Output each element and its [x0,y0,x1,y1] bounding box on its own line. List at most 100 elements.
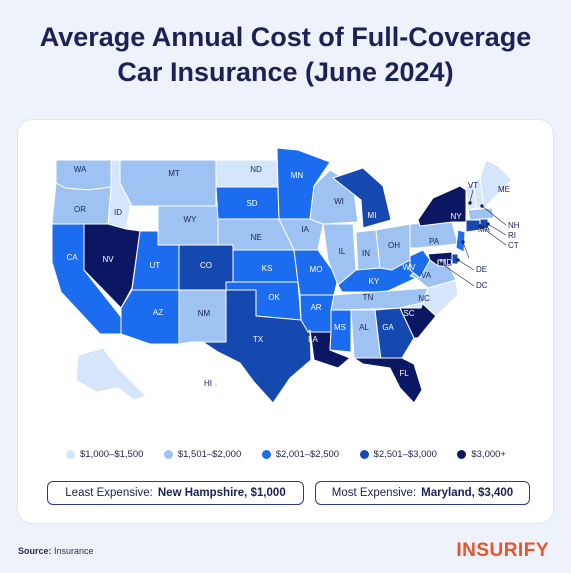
least-expensive-label: Least Expensive: [65,487,153,499]
legend-swatch-1 [66,449,75,459]
legend-label-1: $1,000–$1,500 [80,448,144,460]
label-NJ: NJ [469,254,479,263]
leader-VT [469,189,474,203]
source-value: Insurance [54,546,94,556]
state-MT [119,159,217,207]
legend-item-3: $2,001–$2,500 [261,448,340,460]
label-WY: WY [184,215,198,224]
state-MA [467,207,495,221]
label-KS: KS [262,264,273,273]
label-SD: SD [246,199,257,208]
legend-swatch-2 [163,449,173,459]
legend-label-3: $2,001–$2,500 [275,448,340,460]
label-AR: AR [310,303,321,312]
state-ME [479,159,513,209]
label-CO: CO [200,261,212,270]
label-TX: TX [253,335,264,344]
leader-dot-DE [456,258,460,262]
state-WV [409,249,431,279]
leader-NH [481,205,507,226]
label-IL: IL [339,247,346,256]
most-expensive-box: Most Expensive: Maryland, $3,400 [315,481,530,505]
leader-DE [457,259,475,271]
leader-CT [479,225,507,246]
state-NC [399,279,459,317]
legend-item-4: $2,501–$3,000 [359,448,437,460]
state-MS [329,309,352,353]
label-SC: SC [403,309,414,318]
label-CA: CA [66,253,78,262]
leader-dot-NH [480,204,484,208]
legend-swatch-5 [457,449,467,459]
leader-NJ [462,241,470,259]
map-title: Average Annual Cost of Full-Coverage Car… [0,20,571,90]
state-FL [353,357,423,404]
leader-dot-VT [468,201,472,205]
leader-dot-NJ [461,240,465,244]
label-RI: RI [508,231,516,240]
source-label: Source: [18,546,52,556]
state-NJ [455,229,466,253]
label-UT: UT [150,261,161,270]
legend-item-1: $1,000–$1,500 [66,449,143,460]
state-HI [204,377,219,388]
label-MO: MO [310,265,323,274]
leader-dot-CT [478,224,482,228]
legend-label-4: $2,501–$3,000 [373,448,437,460]
label-NY: NY [450,212,462,221]
label-IN: IN [362,249,370,258]
us-map: WA OR CA ID NV MT WY UT AZ CO NM ND SD N… [51,147,520,404]
label-NH: NH [508,221,520,230]
legend-label-2: $1,501–$2,000 [177,448,242,460]
leader-DC [441,263,475,287]
insurify-logo: INSURIFY [456,540,549,561]
label-VT: VT [468,181,478,190]
legend-swatch-3 [261,449,271,459]
state-OR [51,182,112,225]
label-ND: ND [250,165,262,174]
label-MI: MI [368,211,377,220]
label-NM: NM [198,309,211,318]
label-PA: PA [429,237,440,246]
label-OK: OK [268,293,280,302]
label-MS: MS [334,323,346,332]
most-expensive-label: Most Expensive: [331,487,417,499]
leader-RI [487,223,507,236]
label-WI: WI [334,197,344,206]
label-NE: NE [250,233,261,242]
label-ME: ME [498,185,510,194]
label-HI: HI [204,379,212,388]
label-NV: NV [102,255,114,264]
label-LA: LA [308,335,318,344]
leader-dot-RI [486,222,490,226]
leader-dot-DC [440,262,444,266]
state-WY [157,205,219,246]
title-line-1: Average Annual Cost of Full-Coverage [39,22,532,52]
legend-item-2: $1,501–$2,000 [163,448,242,460]
source-note: Source: Insurance [18,546,94,556]
label-DC: DC [476,281,488,290]
label-MT: MT [168,169,180,178]
label-DE: DE [476,265,487,274]
state-IA [278,218,324,251]
label-WV: WV [403,263,417,272]
state-GA [374,307,415,361]
label-ID: ID [114,208,122,217]
state-AZ [120,289,180,345]
label-AZ: AZ [153,308,163,317]
title-line-2: Car Insurance (June 2024) [117,57,454,87]
label-IA: IA [301,225,309,234]
state-TX [202,289,312,404]
legend-label-5: $3,000+ [471,448,506,460]
label-TN: TN [363,293,374,302]
label-NC: NC [418,294,430,303]
legend-swatch-4 [359,449,369,459]
state-ND [215,159,279,188]
label-OR: OR [74,205,86,214]
least-expensive-box: Least Expensive: New Hampshire, $1,000 [47,481,304,505]
state-AR [299,294,335,333]
label-FL: FL [399,369,409,378]
label-GA: GA [382,323,394,332]
label-MN: MN [291,171,304,180]
state-NY [417,185,467,227]
